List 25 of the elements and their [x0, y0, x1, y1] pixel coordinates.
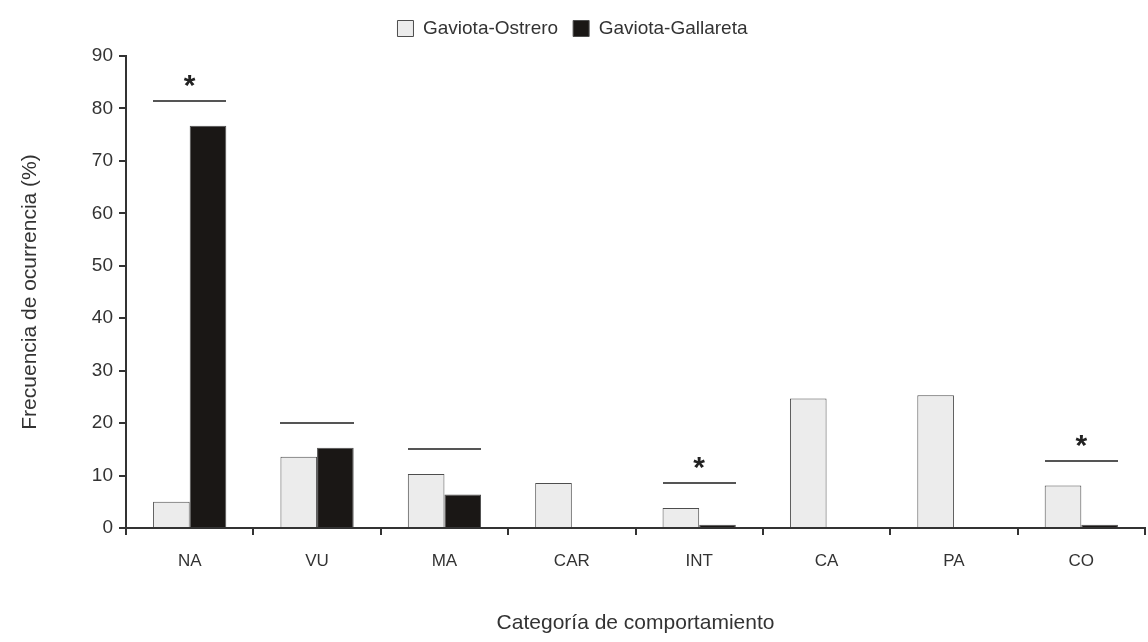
y-tick-label: 0 [102, 516, 113, 538]
y-tick-label: 30 [91, 358, 113, 380]
y-tick-label: 70 [91, 149, 113, 171]
legend-label: Gaviota-Ostrero [422, 16, 559, 38]
y-tick-label: 10 [91, 463, 113, 485]
y-tick-label: 90 [91, 44, 113, 66]
y-tick-label: 80 [91, 96, 113, 118]
y-axis-title: Frecuencia de ocurrencia (%) [17, 154, 41, 430]
y-tick-label: 20 [91, 411, 113, 433]
annotation: * [1075, 427, 1088, 461]
y-tick-label: 60 [91, 201, 113, 223]
x-tick-label: CAR [553, 550, 590, 570]
legend-label: Gaviota-Gallareta [598, 16, 748, 38]
x-tick-label: NA [177, 550, 203, 570]
x-tick-label: MA [431, 550, 458, 570]
x-tick-label: INT [685, 550, 713, 570]
x-axis-title: Categoría de comportamiento [496, 610, 775, 634]
y-tick-label: 50 [91, 254, 113, 276]
x-tick-label: VU [305, 550, 329, 570]
x-tick-label: PA [943, 550, 966, 570]
x-tick-label: CA [814, 550, 840, 570]
annotation: * [183, 68, 196, 102]
annotation: * [693, 450, 706, 484]
x-tick-label: CO [1068, 550, 1095, 570]
y-tick-label: 40 [91, 306, 113, 328]
